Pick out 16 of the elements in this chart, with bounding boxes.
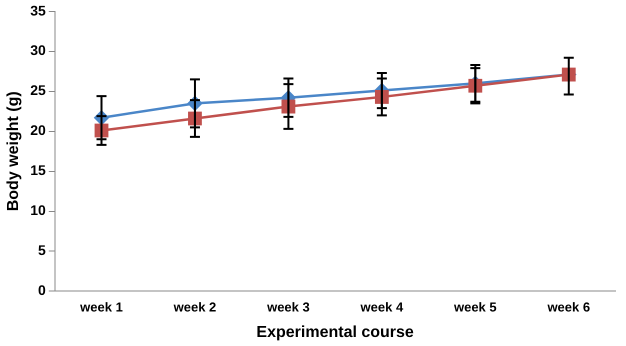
- y-tick-label: 5: [38, 242, 46, 258]
- y-tick-label: 15: [30, 162, 46, 178]
- y-tick-label: 0: [38, 282, 46, 298]
- x-tick-label: week 1: [79, 300, 123, 315]
- y-tick-label: 10: [30, 202, 46, 218]
- y-tick-label: 20: [30, 122, 46, 138]
- x-tick-label: week 4: [360, 300, 404, 315]
- x-tick-label: week 6: [546, 300, 590, 315]
- x-tick-label: week 2: [172, 300, 216, 315]
- x-tick-label: week 5: [452, 300, 497, 315]
- y-tick-label: 35: [30, 2, 46, 18]
- x-axis-title: Experimental course: [256, 324, 414, 341]
- y-tick-label: 25: [30, 82, 46, 98]
- y-axis-title: Body weight (g): [5, 91, 22, 212]
- x-tick-label: week 3: [266, 300, 310, 315]
- y-tick-label: 30: [30, 42, 46, 58]
